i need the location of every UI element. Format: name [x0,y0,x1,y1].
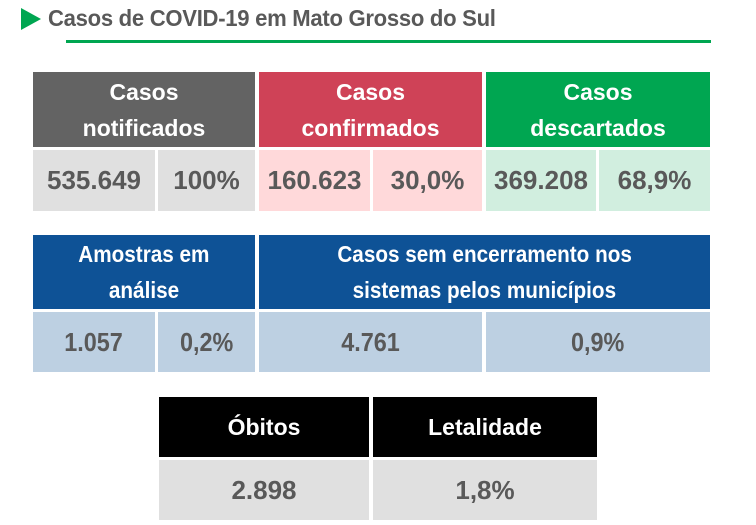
value-text: 0,2% [179,326,234,357]
value-confirmados: 160.623 [259,150,370,211]
header-casos-descartados: Casos descartados [486,72,710,147]
header-casos-confirmados: Casos confirmados [259,72,482,147]
percent-notificados: 100% [158,150,255,211]
play-triangle-icon [21,8,41,30]
value-notificados: 535.649 [33,150,155,211]
page-header: Casos de COVID-19 em Mato Grosso do Sul [0,0,756,50]
value-amostras: 1.057 [33,312,155,372]
header-line: Casos [335,78,406,105]
value-sem-encerramento: 4.761 [259,312,482,372]
header-line: Casos sem encerramento nos [337,241,632,267]
percent-amostras: 0,2% [158,312,255,372]
value-descartados: 369.208 [486,150,596,211]
title-underline [66,40,711,43]
header-letalidade: Letalidade [373,397,597,457]
header-amostras-em-analise: Amostras em análise [33,235,255,309]
page-title: Casos de COVID-19 em Mato Grosso do Sul [48,5,496,31]
header-line: sistemas pelos municípios [352,277,617,303]
value-text: 4.761 [341,326,400,357]
header-line: descartados [530,114,666,141]
value-text: 1.057 [64,326,124,357]
percent-sem-encerramento: 0,9% [486,312,710,372]
percent-descartados: 68,9% [599,150,710,211]
header-line: Casos [109,78,179,105]
header-line: Amostras em [78,241,210,267]
header-line: análise [108,277,180,303]
header-casos-notificados: Casos notificados [33,72,255,147]
header-obitos: Óbitos [159,397,369,457]
percent-confirmados: 30,0% [373,150,482,211]
value-letalidade: 1,8% [373,460,597,520]
value-text: 0,9% [571,326,625,357]
header-casos-sem-encerramento: Casos sem encerramento nos sistemas pelo… [259,235,710,309]
header-line: confirmados [301,114,440,141]
value-obitos: 2.898 [159,460,369,520]
header-line: Casos [563,78,633,105]
header-line: notificados [82,114,206,141]
